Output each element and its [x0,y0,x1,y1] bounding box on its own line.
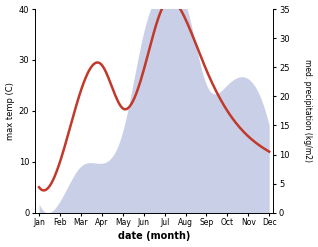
Y-axis label: med. precipitation (kg/m2): med. precipitation (kg/m2) [303,59,313,162]
X-axis label: date (month): date (month) [118,231,190,242]
Y-axis label: max temp (C): max temp (C) [5,82,15,140]
